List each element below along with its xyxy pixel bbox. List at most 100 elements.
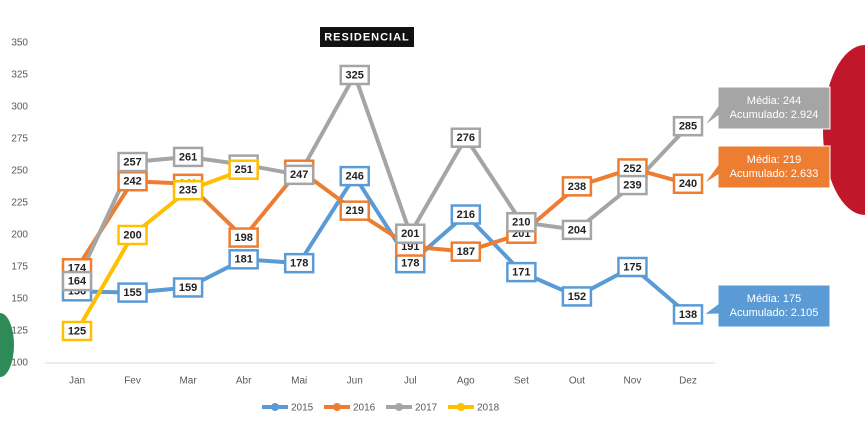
data-label-box <box>617 256 648 278</box>
x-tick-label: Ago <box>457 376 475 387</box>
data-label: 247 <box>283 164 315 186</box>
data-label: 261 <box>172 146 204 168</box>
y-tick-label: 100 <box>11 358 28 369</box>
x-tick-label: Mar <box>179 376 197 387</box>
data-label: 235 <box>172 179 204 201</box>
y-tick-label: 225 <box>11 198 28 209</box>
data-label: 210 <box>506 211 537 233</box>
data-label-text: 178 <box>290 258 308 270</box>
legend-label: 2016 <box>353 403 376 414</box>
y-tick-label: 300 <box>11 102 28 113</box>
decor-left <box>0 313 14 377</box>
x-tick-label: Fev <box>124 376 141 387</box>
data-label: 178 <box>283 252 315 274</box>
data-label-text: 198 <box>234 232 252 244</box>
y-tick-label: 150 <box>11 294 28 305</box>
data-label-box <box>672 304 704 325</box>
data-label-box <box>61 320 93 342</box>
data-label-text: 216 <box>457 209 475 221</box>
data-label-box <box>228 159 259 180</box>
data-label-box <box>506 261 537 283</box>
title-box <box>320 27 414 47</box>
data-label-text: 171 <box>512 267 530 279</box>
data-label-text: 187 <box>457 246 475 258</box>
data-label-box <box>672 173 704 195</box>
data-label-box <box>339 165 370 187</box>
data-label-text: 175 <box>623 261 641 273</box>
legend-label: 2018 <box>477 403 500 414</box>
data-label-text: 325 <box>346 69 364 81</box>
data-label-text: 257 <box>123 156 141 168</box>
x-tick-label: Nov <box>624 376 642 387</box>
data-label: 257 <box>117 151 148 173</box>
data-label: 187 <box>450 241 482 262</box>
y-tick-label: 175 <box>11 262 28 273</box>
series-line <box>75 167 245 333</box>
callout-text: Acumulado: 2.924 <box>730 109 819 121</box>
data-label: 175 <box>617 256 648 278</box>
data-label-box <box>228 249 259 270</box>
data-label-text: 155 <box>123 287 141 299</box>
data-label-box <box>617 174 648 196</box>
x-tick-label: Mai <box>291 376 307 387</box>
x-tick-label: Dez <box>679 376 697 387</box>
legend-label: 2015 <box>291 403 314 414</box>
data-label: 216 <box>450 204 482 225</box>
x-tick-label: Abr <box>236 376 252 387</box>
data-label-text: 276 <box>457 132 475 144</box>
data-label-box <box>339 200 370 221</box>
data-label: 125 <box>61 320 93 342</box>
data-label-text: 159 <box>179 282 197 294</box>
data-label: 325 <box>339 64 370 86</box>
legend-marker <box>271 403 279 411</box>
data-label-box <box>561 219 593 241</box>
data-label-box <box>283 164 315 186</box>
data-label-box <box>450 241 482 262</box>
data-label-text: 240 <box>679 178 697 190</box>
data-label-text: 125 <box>68 325 86 337</box>
callout-box <box>703 86 831 130</box>
data-label-text: 152 <box>568 291 586 303</box>
data-label: 152 <box>561 286 593 307</box>
data-label: 242 <box>117 170 148 192</box>
y-tick-label: 200 <box>11 230 28 241</box>
legend-marker <box>333 403 341 411</box>
callout-box <box>703 145 831 189</box>
data-label-box <box>61 270 93 292</box>
data-label-box <box>117 151 148 173</box>
data-label: 240 <box>672 173 704 195</box>
data-label-box <box>172 146 204 168</box>
y-tick-label: 350 <box>11 38 28 49</box>
data-label: 246 <box>339 165 370 187</box>
data-label: 252 <box>617 158 648 179</box>
data-label: 238 <box>561 176 593 197</box>
y-tick-label: 325 <box>11 70 28 81</box>
data-label-text: 178 <box>401 258 419 270</box>
x-tick-label: Set <box>514 376 529 387</box>
data-label: 159 <box>172 277 204 298</box>
data-label-text: 164 <box>68 275 87 287</box>
data-label-text: 252 <box>623 163 641 175</box>
callout-text: Média: 244 <box>747 95 801 107</box>
data-label-text: 200 <box>123 229 141 241</box>
data-label-text: 251 <box>234 164 252 176</box>
y-tick-label: 250 <box>11 166 28 177</box>
x-tick-label: Jun <box>347 376 363 387</box>
callout-text: Acumulado: 2.105 <box>730 307 819 319</box>
data-label: 138 <box>672 304 704 325</box>
x-tick-label: Jan <box>69 376 85 387</box>
data-label: 164 <box>61 270 93 292</box>
callout-box <box>702 284 831 328</box>
data-label-box <box>117 224 148 246</box>
data-label: 155 <box>117 282 148 303</box>
data-label-text: 181 <box>234 254 252 266</box>
data-label-text: 247 <box>290 169 308 181</box>
data-label-text: 201 <box>401 228 419 240</box>
data-label-box <box>339 64 370 86</box>
data-label: 200 <box>117 224 148 246</box>
data-label-text: 242 <box>123 176 141 188</box>
data-label-text: 219 <box>346 205 364 217</box>
data-label-box <box>450 127 482 148</box>
chart-title: RESIDENCIAL <box>324 31 410 43</box>
